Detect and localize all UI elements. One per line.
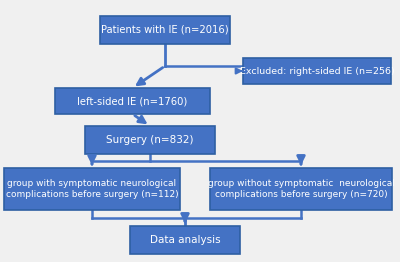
Text: Excluded: right-sided IE (n=256): Excluded: right-sided IE (n=256)	[240, 67, 394, 75]
Text: Patients with IE (n=2016): Patients with IE (n=2016)	[101, 25, 229, 35]
Text: group without symptomatic  neurological
complications before surgery (n=720): group without symptomatic neurological c…	[208, 179, 394, 199]
FancyBboxPatch shape	[100, 16, 230, 44]
Text: Surgery (n=832): Surgery (n=832)	[106, 135, 194, 145]
FancyBboxPatch shape	[210, 168, 392, 210]
Text: Data analysis: Data analysis	[150, 235, 220, 245]
FancyBboxPatch shape	[55, 88, 210, 114]
FancyBboxPatch shape	[85, 126, 215, 154]
FancyBboxPatch shape	[130, 226, 240, 254]
Text: left-sided IE (n=1760): left-sided IE (n=1760)	[77, 96, 188, 106]
FancyBboxPatch shape	[4, 168, 180, 210]
Text: group with symptomatic neurological
complications before surgery (n=112): group with symptomatic neurological comp…	[6, 179, 178, 199]
FancyBboxPatch shape	[243, 58, 391, 84]
